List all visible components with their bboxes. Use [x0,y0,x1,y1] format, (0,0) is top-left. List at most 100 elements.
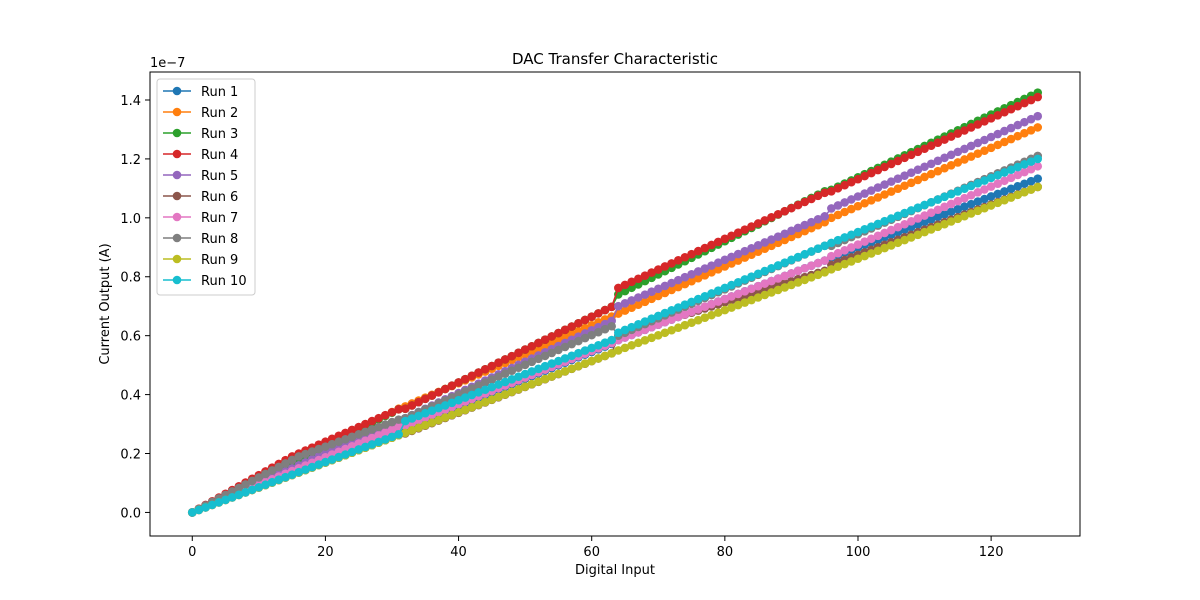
data-point [860,237,869,246]
data-point [820,217,829,227]
data-point [833,201,843,210]
data-point [447,398,457,408]
data-point [813,220,823,230]
data-point [447,410,457,420]
data-point [920,200,929,210]
data-point [554,369,563,379]
data-point [853,254,863,264]
legend-marker [172,170,182,180]
data-point [960,144,969,154]
data-point [1006,165,1016,175]
data-point [274,475,284,484]
data-point [660,288,670,298]
data-point [667,278,676,288]
legend-item: Run 10 [163,274,247,289]
y-tick-label: 0.6 [120,330,141,345]
data-point [607,302,616,312]
data-point [1006,193,1016,202]
data-point [973,149,983,158]
data-point [267,466,277,475]
data-point [1013,120,1023,130]
data-point [480,385,490,395]
y-tick-label: 0.0 [120,506,141,521]
legend-label: Run 6 [201,190,238,205]
data-point [281,459,290,468]
data-point [886,187,896,196]
data-point [986,173,996,183]
data-point [374,422,383,432]
data-point [1013,181,1023,191]
data-point [787,232,796,242]
data-point [454,408,463,417]
data-point [647,333,656,343]
data-point [966,181,976,191]
data-point [627,283,636,293]
data-point [986,132,996,142]
data-point [567,364,577,374]
data-point [867,186,876,195]
legend-marker [172,212,182,222]
data-point [847,204,856,214]
data-point [740,253,750,262]
data-point [607,335,616,345]
data-point [673,323,683,333]
data-point [727,303,736,312]
data-point [920,144,929,154]
data-point [454,378,463,387]
data-point [787,280,796,290]
data-point [520,360,530,370]
data-point [827,187,836,196]
data-point [620,325,630,335]
data-point [727,231,736,241]
data-point [827,213,836,223]
data-point [534,338,543,348]
data-point [627,277,636,287]
legend-item: Run 5 [163,169,238,184]
data-point [500,390,510,399]
data-point [507,366,517,376]
data-point [474,400,483,409]
data-point [387,432,397,442]
data-point [1026,164,1036,174]
data-point [401,416,410,426]
data-point [946,217,956,226]
data-point [993,189,1003,199]
legend-item: Run 7 [163,211,238,226]
data-point [773,232,783,241]
data-point [953,204,963,214]
data-point [334,431,344,441]
data-point [447,381,457,391]
data-point [787,269,796,278]
data-point [1000,187,1009,196]
data-point [827,238,836,248]
data-point [860,189,869,198]
data-point [307,447,317,456]
data-point [394,430,403,439]
data-point [867,222,876,231]
data-point [733,300,743,310]
legend-item: Run 2 [163,106,238,121]
data-point [880,216,889,226]
data-point [820,241,829,251]
data-point [587,343,596,353]
data-point [474,388,483,397]
data-point [793,252,803,262]
data-point [560,367,570,376]
x-tick-label: 60 [583,545,600,560]
data-point [374,437,383,447]
data-point [640,290,650,299]
legend-label: Run 2 [201,106,238,121]
data-point [940,210,949,219]
data-point [454,395,463,405]
data-point [747,243,756,253]
data-point [920,227,929,237]
data-point [460,393,470,402]
data-point [807,217,816,227]
data-point [773,274,783,283]
legend: Run 1 Run 2 Run 3 Run 4 Run 5 Run 6 Run 7 Run 8… [156,78,256,296]
data-point [960,211,969,221]
data-point [966,190,976,200]
data-point [767,213,776,222]
data-point [1020,117,1029,127]
data-point [960,202,969,211]
